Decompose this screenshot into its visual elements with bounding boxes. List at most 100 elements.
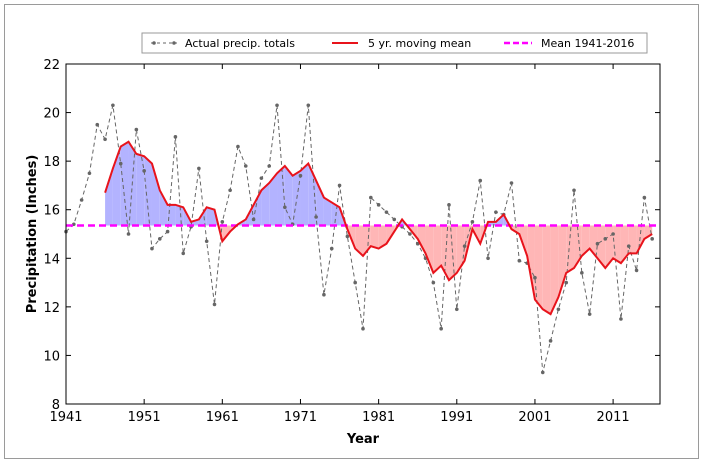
below-mean-fill — [433, 225, 442, 273]
x-tick-label-2011: 2011 — [597, 410, 630, 425]
actual-precip-point — [361, 326, 365, 331]
actual-precip-point — [642, 195, 647, 200]
below-mean-fill — [628, 225, 637, 254]
actual-precip-point — [369, 195, 373, 200]
x-axis: 1941 1951 1961 1971 1981 1991 2001 2011 — [49, 64, 630, 425]
legend-label-actual: Actual precip. totals — [185, 37, 295, 50]
y-tick-label-16: 16 — [43, 204, 60, 219]
actual-precip-point — [415, 241, 420, 246]
above-mean-fill — [253, 190, 262, 226]
actual-precip-point — [494, 210, 498, 214]
actual-precip-point — [259, 176, 264, 180]
below-mean-fill — [644, 225, 653, 239]
actual-precip-point — [228, 188, 232, 193]
above-mean-fill — [144, 156, 152, 226]
x-tick-label-1981: 1981 — [362, 410, 395, 425]
y-tick-label-14: 14 — [43, 252, 60, 267]
y-tick-label-12: 12 — [43, 301, 60, 316]
actual-precip-point — [595, 241, 600, 246]
actual-precip-point — [118, 161, 123, 166]
actual-precip-point — [580, 271, 584, 275]
actual-precip-point — [619, 317, 623, 321]
actual-precip-point — [517, 258, 522, 263]
above-mean-fill — [112, 146, 121, 226]
above-mean-fill — [167, 204, 176, 226]
above-mean-fill — [151, 163, 160, 226]
actual-precip-point — [439, 326, 443, 331]
x-tick-label-1951: 1951 — [128, 410, 161, 425]
below-mean-fill — [441, 225, 449, 281]
actual-precip-point — [204, 239, 209, 244]
actual-precip-point — [142, 169, 146, 173]
above-mean-fill — [277, 166, 285, 226]
actual-precip-point — [126, 232, 131, 236]
above-mean-fill — [323, 197, 332, 226]
actual-precip-point — [353, 280, 357, 285]
actual-precip-point — [197, 166, 201, 171]
below-mean-fill — [558, 225, 567, 298]
actual-precip-point — [431, 280, 436, 285]
legend-entry-overall-mean: Mean 1941-2016 — [504, 37, 634, 50]
actual-precip-point — [392, 217, 397, 222]
x-tick-label-2001: 2001 — [518, 410, 551, 425]
actual-precip-point — [103, 137, 107, 142]
actual-precip-point — [236, 144, 240, 149]
actual-precip-point — [650, 237, 654, 241]
actual-precip-point — [626, 244, 631, 248]
above-mean-fill — [206, 207, 215, 226]
y-tick-label-10: 10 — [43, 349, 60, 364]
above-mean-fill — [261, 183, 270, 226]
y-tick-label-8: 8 — [52, 398, 60, 413]
x-tick-label-1961: 1961 — [206, 410, 239, 425]
below-mean-fill — [581, 225, 590, 256]
actual-precip-point — [267, 164, 272, 168]
below-mean-fill — [566, 225, 575, 273]
actual-precip-point — [486, 256, 490, 261]
y-axis-title: Precipitation (Inches) — [25, 155, 40, 314]
actual-precip-point — [251, 217, 256, 222]
below-mean-fill — [456, 225, 465, 273]
below-mean-fill — [620, 225, 629, 264]
above-mean-fill — [105, 168, 113, 226]
actual-precip-point — [572, 188, 576, 193]
actual-precip-point — [87, 171, 92, 176]
below-mean-fill — [527, 225, 535, 300]
legend-box — [141, 32, 648, 54]
actual-precip-point — [533, 275, 537, 280]
actual-precip-point — [322, 292, 326, 297]
below-mean-fill — [636, 225, 645, 254]
actual-precip-point — [275, 103, 279, 108]
actual-precip-point — [134, 127, 139, 132]
y-tick-label-22: 22 — [43, 58, 60, 73]
actual-precip-point — [181, 251, 186, 256]
x-tick-label-1971: 1971 — [284, 410, 317, 425]
actual-precip-point — [157, 237, 162, 241]
above-mean-fill — [120, 141, 129, 226]
actual-precip-point — [564, 280, 569, 285]
actual-precip-point — [634, 268, 639, 273]
actual-precip-point — [298, 173, 303, 178]
actual-precip-point — [314, 215, 318, 219]
y-tick-label-18: 18 — [43, 155, 60, 170]
legend-label-overall-mean: Mean 1941-2016 — [541, 37, 634, 50]
below-mean-fill — [542, 225, 551, 315]
actual-precip-point — [95, 122, 100, 127]
actual-precip-point — [220, 220, 225, 224]
actual-precip-point — [603, 237, 608, 241]
actual-precip-point — [454, 307, 459, 312]
actual-precip-point — [540, 370, 545, 375]
actual-precip-point — [212, 302, 217, 307]
actual-precip-point — [243, 164, 248, 168]
above-mean-fill — [308, 163, 317, 226]
deviation-fills — [105, 141, 653, 315]
actual-precip-point — [150, 246, 154, 251]
y-axis: 8 10 12 14 16 18 20 22 — [43, 58, 660, 413]
above-mean-fill — [316, 180, 324, 226]
actual-precip-point — [306, 103, 311, 108]
below-mean-fill — [605, 225, 614, 268]
x-tick-label-1941: 1941 — [49, 410, 82, 425]
actual-precip-point — [111, 103, 115, 108]
actual-precip-point — [611, 232, 615, 236]
actual-precip-line — [65, 105, 653, 373]
